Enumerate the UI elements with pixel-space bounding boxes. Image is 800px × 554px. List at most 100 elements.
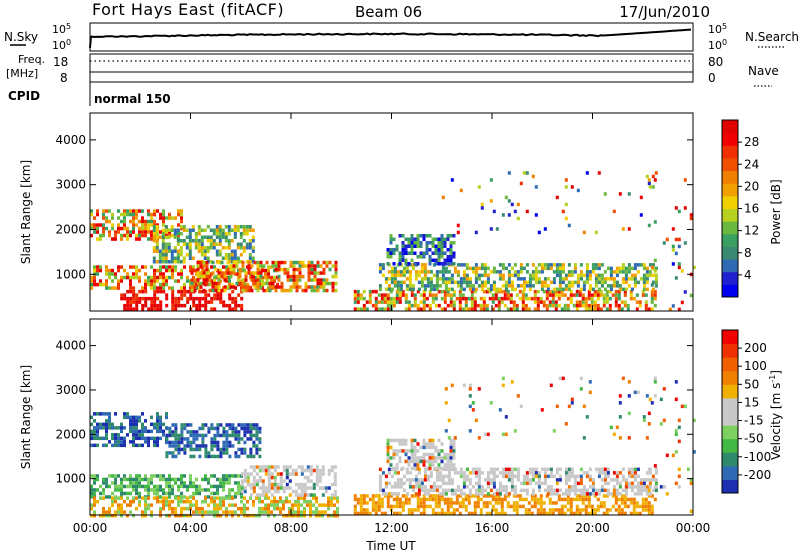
heatmap-cell — [198, 491, 201, 496]
heatmap-cell — [441, 277, 445, 281]
heatmap-cell — [135, 481, 138, 485]
heatmap-cell — [259, 285, 263, 289]
heatmap-cell — [623, 501, 627, 505]
heatmap-cell — [243, 489, 247, 494]
heatmap-cell — [525, 171, 529, 175]
heatmap-cell — [267, 486, 271, 490]
heatmap-cell — [501, 266, 505, 271]
colorbar-segment — [722, 259, 738, 273]
heatmap-cell — [492, 467, 496, 472]
heatmap-cell — [234, 430, 238, 434]
heatmap-cell — [389, 255, 393, 259]
heatmap-cell — [507, 284, 511, 288]
heatmap-cell — [132, 436, 135, 441]
heatmap-cell — [188, 256, 192, 260]
heatmap-cell — [180, 226, 183, 231]
heatmap-cell — [600, 263, 604, 267]
heatmap-cell — [437, 262, 441, 266]
heatmap-cell — [642, 273, 646, 278]
heatmap-cell — [552, 270, 556, 274]
heatmap-cell — [564, 216, 568, 221]
heatmap-cell — [309, 503, 312, 507]
heatmap-cell — [573, 280, 577, 285]
heatmap-cell — [428, 466, 432, 471]
heatmap-cell — [240, 474, 243, 478]
heatmap-cell — [471, 270, 475, 274]
heatmap-cell — [228, 444, 232, 448]
heatmap-cell — [405, 270, 409, 274]
heatmap-cell — [392, 438, 396, 443]
heatmap-cell — [297, 486, 301, 490]
heatmap-cell — [396, 471, 400, 475]
heatmap-cell — [126, 496, 129, 500]
heatmap-cell — [537, 280, 541, 285]
heatmap-cell — [120, 293, 124, 297]
heatmap-cell — [465, 280, 469, 285]
heatmap-cell — [123, 212, 126, 217]
heatmap-cell — [153, 219, 156, 224]
heatmap-cell — [563, 511, 567, 516]
heatmap-cell — [228, 481, 231, 485]
heatmap-cell — [237, 454, 241, 459]
heatmap-cell — [401, 234, 405, 238]
heatmap-cell — [624, 287, 628, 292]
heatmap-cell — [220, 274, 224, 279]
heatmap-cell — [353, 296, 357, 301]
heatmap-cell — [217, 285, 221, 289]
heatmap-cell — [150, 296, 154, 301]
heatmap-cell — [159, 436, 162, 441]
heatmap-cell — [310, 260, 314, 265]
heatmap-cell — [132, 496, 135, 500]
heatmap-cell — [477, 471, 481, 475]
heatmap-cell — [527, 307, 531, 311]
heatmap-cell — [458, 303, 462, 308]
heatmap-cell — [449, 251, 453, 255]
heatmap-cell — [543, 263, 547, 267]
heatmap-cell — [225, 433, 229, 438]
heatmap-cell — [435, 474, 439, 479]
heatmap-cell — [423, 266, 427, 271]
heatmap-cell — [233, 256, 237, 260]
heatmap-cell — [624, 280, 628, 285]
heatmap-cell — [552, 474, 556, 479]
heatmap-cell — [546, 287, 550, 292]
heatmap-cell — [600, 471, 604, 475]
heatmap-cell — [452, 307, 456, 311]
heatmap-cell — [93, 510, 96, 514]
heatmap-cell — [330, 468, 334, 473]
heatmap-cell — [359, 501, 363, 505]
heatmap-cell — [440, 234, 444, 238]
heatmap-cell — [680, 404, 684, 409]
heatmap-cell — [588, 492, 592, 496]
heatmap-cell — [521, 303, 525, 308]
heatmap-cell — [443, 289, 447, 294]
heatmap-cell — [205, 271, 209, 275]
heatmap-cell — [102, 233, 105, 238]
heatmap-cell — [239, 232, 243, 236]
heatmap-cell — [230, 239, 234, 243]
heatmap-cell — [368, 511, 372, 516]
heatmap-cell — [327, 496, 330, 500]
heatmap-cell — [138, 226, 141, 231]
heatmap-cell — [440, 237, 444, 241]
heatmap-cell — [362, 501, 366, 505]
heatmap-cell — [408, 273, 412, 278]
heatmap-cell — [422, 307, 426, 311]
heatmap-cell — [204, 444, 208, 448]
heatmap-cell — [199, 264, 203, 268]
heatmap-cell — [498, 270, 502, 274]
heatmap-cell — [528, 277, 532, 281]
heatmap-cell — [654, 471, 658, 475]
heatmap-cell — [248, 242, 252, 246]
heatmap-cell — [309, 506, 312, 511]
heatmap-cell — [108, 484, 111, 489]
heatmap-cell — [501, 485, 505, 489]
heatmap-cell — [534, 481, 538, 486]
heatmap-cell — [537, 488, 541, 493]
heatmap-cell — [264, 493, 268, 497]
heatmap-cell — [474, 492, 478, 496]
heatmap-cell — [524, 296, 528, 301]
heatmap-cell — [435, 270, 439, 274]
heatmap-cell — [404, 300, 408, 304]
heatmap-cell — [228, 510, 231, 514]
